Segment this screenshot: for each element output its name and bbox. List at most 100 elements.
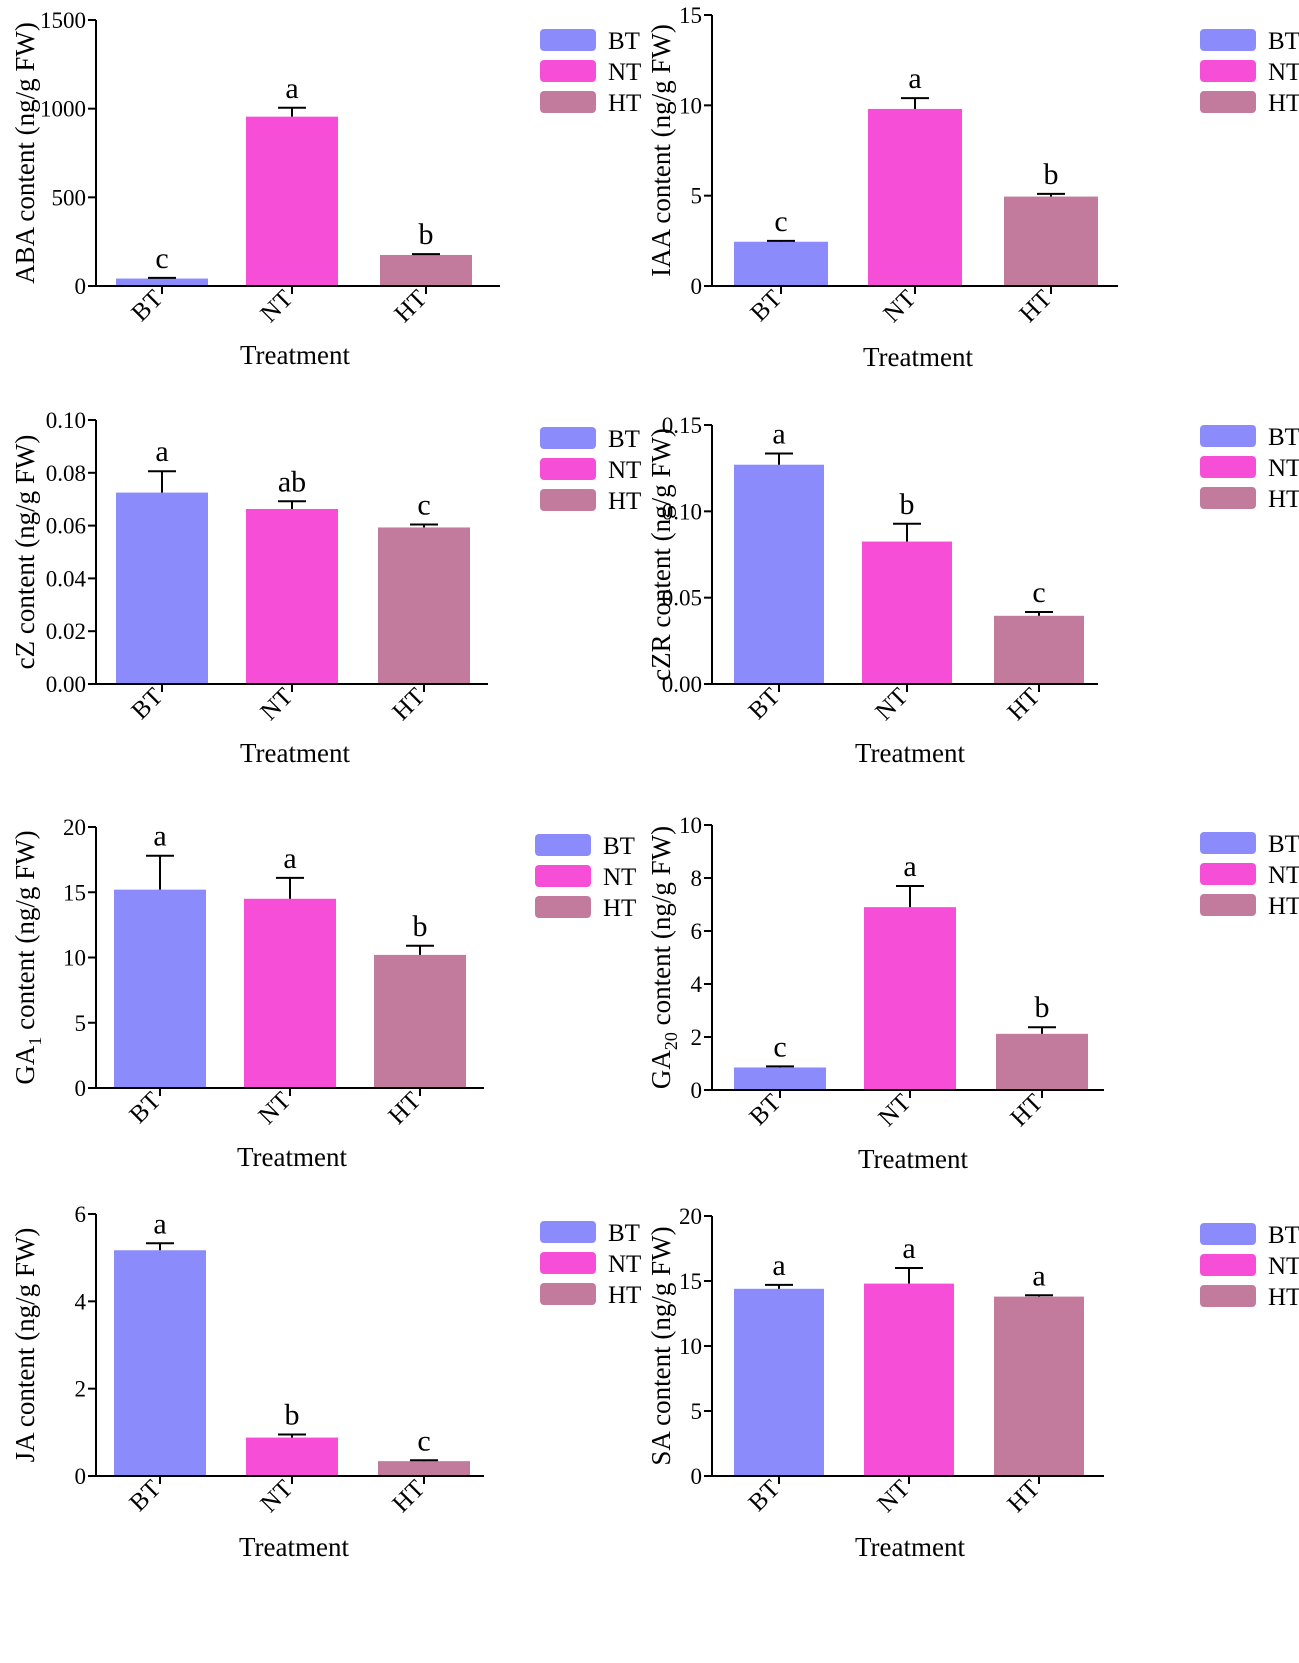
legend-swatch-nt [540, 1252, 596, 1274]
y-axis-title: cZR content (ng/g FW) [646, 428, 676, 681]
significance-letter-bt: c [774, 205, 787, 238]
significance-letter-bt: c [773, 1030, 786, 1063]
y-tick-label: 0 [75, 274, 87, 299]
significance-letter-nt: ab [278, 465, 306, 498]
y-tick-label: 0.10 [662, 499, 702, 524]
bar-ht [1004, 196, 1098, 286]
legend: BT NT HT [540, 1220, 641, 1309]
bar-ht [996, 1033, 1088, 1090]
y-tick-label: 15 [679, 3, 702, 28]
y-tick-label: 0 [75, 1464, 87, 1489]
legend-label-ht: HT [1268, 893, 1299, 920]
legend-label-nt: NT [1268, 1253, 1299, 1280]
x-axis-title: Treatment [855, 738, 965, 768]
y-tick-label: 6 [75, 1202, 87, 1227]
bar-bt [734, 241, 828, 286]
legend: BT NT HT [1200, 424, 1299, 513]
significance-letter-ht: b [1035, 991, 1050, 1024]
legend-swatch-bt [1200, 832, 1256, 854]
y-tick-label: 0.00 [662, 672, 702, 697]
legend-swatch-nt [540, 458, 596, 480]
significance-letter-ht: b [419, 218, 434, 251]
y-tick-label: 0.08 [46, 461, 86, 486]
significance-letter-nt: a [908, 62, 921, 95]
significance-letter-ht: c [417, 1424, 430, 1457]
bar-bt [734, 464, 824, 684]
y-tick-label: 0.00 [46, 672, 86, 697]
bar-nt [246, 116, 338, 286]
legend: BT NT HT [540, 28, 641, 117]
y-axis-title: cZ content (ng/g FW) [10, 435, 40, 670]
y-tick-label: 0.02 [46, 619, 86, 644]
y-tick-label: 5 [691, 1399, 703, 1424]
legend-label-bt: BT [608, 426, 640, 453]
legend-swatch-ht [540, 91, 596, 113]
bar-nt [868, 108, 962, 287]
y-tick-label: 10 [63, 946, 86, 971]
bar-bt [114, 889, 206, 1088]
legend-label-nt: NT [1268, 455, 1299, 482]
legend-label-nt: NT [1268, 59, 1299, 86]
y-tick-label: 20 [63, 815, 86, 840]
legend-swatch-nt [1200, 1254, 1256, 1276]
legend-swatch-nt [535, 865, 591, 887]
legend-label-ht: HT [1268, 486, 1299, 513]
significance-letter-bt: c [155, 242, 168, 275]
y-tick-label: 0.04 [46, 566, 87, 591]
significance-letter-bt: a [153, 1207, 166, 1240]
legend-label-ht: HT [608, 90, 641, 117]
bar-bt [114, 1250, 206, 1476]
legend-label-nt: NT [608, 59, 641, 86]
legend-swatch-bt [1200, 1223, 1256, 1245]
legend-swatch-ht [1200, 1285, 1256, 1307]
y-tick-label: 15 [63, 880, 86, 905]
legend-label-bt: BT [1268, 424, 1299, 451]
bar-nt [862, 541, 952, 684]
bar-bt [734, 1067, 826, 1090]
chart-panel-ga1: a a b 0 5 10 15 20 BT NT HT GA1 content (ng/g FW) Tr… [10, 815, 636, 1172]
y-tick-label: 4 [75, 1289, 87, 1314]
significance-letter-ht: a [1032, 1259, 1045, 1292]
legend-swatch-nt [540, 60, 596, 82]
bar-nt [864, 907, 956, 1090]
y-tick-label: 2 [691, 1025, 703, 1050]
y-tick-label: 10 [679, 1334, 702, 1359]
x-axis-title: Treatment [237, 1142, 347, 1172]
y-tick-label: 6 [691, 919, 703, 944]
y-tick-label: 10 [679, 813, 702, 838]
legend-label-bt: BT [608, 28, 640, 55]
chart-panel-iaa: c a b 0 5 10 15 BT NT HT IAA content (ng/g FW) Trea… [646, 3, 1299, 372]
legend-label-nt: NT [608, 457, 641, 484]
legend-swatch-nt [1200, 456, 1256, 478]
bar-bt [116, 278, 208, 286]
y-tick-label: 1500 [40, 8, 86, 33]
legend-label-bt: BT [1268, 1222, 1299, 1249]
y-axis-title: ABA content (ng/g FW) [10, 22, 40, 284]
legend-label-ht: HT [603, 895, 636, 922]
significance-letter-nt: b [285, 1399, 300, 1432]
legend: BT NT HT [1200, 831, 1299, 920]
y-tick-label: 0 [75, 1076, 87, 1101]
bar-nt [246, 508, 338, 684]
significance-letter-ht: c [1032, 576, 1045, 609]
y-tick-label: 8 [691, 866, 703, 891]
legend-swatch-bt [540, 1221, 596, 1243]
legend-swatch-nt [1200, 863, 1256, 885]
bar-nt [244, 898, 336, 1088]
x-axis-title: Treatment [240, 738, 350, 768]
legend-label-ht: HT [1268, 1284, 1299, 1311]
x-axis-title: Treatment [858, 1144, 968, 1174]
legend-swatch-ht [540, 489, 596, 511]
legend-label-nt: NT [1268, 862, 1299, 889]
significance-letter-bt: a [153, 820, 166, 853]
legend: BT NT HT [540, 426, 641, 515]
y-tick-label: 0.10 [46, 408, 86, 433]
y-tick-label: 20 [679, 1204, 702, 1229]
legend-swatch-bt [535, 834, 591, 856]
bar-nt [246, 1437, 338, 1476]
legend-swatch-ht [535, 896, 591, 918]
legend-label-nt: NT [603, 864, 636, 891]
bar-bt [116, 492, 208, 684]
significance-letter-ht: c [417, 489, 430, 522]
